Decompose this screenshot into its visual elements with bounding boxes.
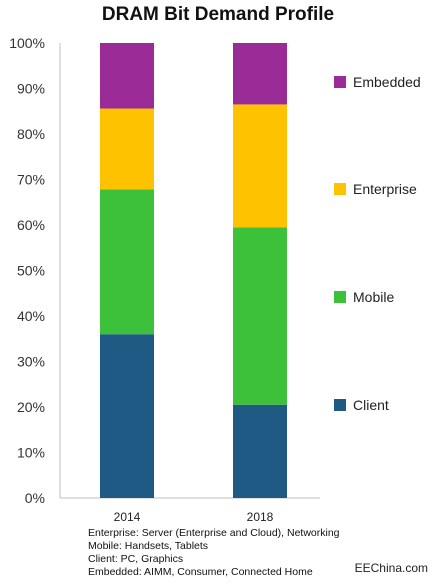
chart-title: DRAM Bit Demand Profile <box>101 4 335 25</box>
bar-segment-client-2014 <box>100 334 154 498</box>
legend-swatch-mobile <box>334 291 346 303</box>
y-tick-label: 10% <box>17 445 45 461</box>
bar-segment-embedded-2018 <box>233 43 287 105</box>
y-tick-label: 0% <box>25 490 45 506</box>
bar-segment-client-2018 <box>233 404 287 498</box>
legend-swatch-enterprise <box>334 183 346 195</box>
legend-label-client: Client <box>353 397 389 413</box>
footnote-embedded: Embedded: AIMM, Consumer, Connected Home <box>88 566 313 578</box>
y-tick-label: 90% <box>17 81 45 97</box>
watermark: EEChina.com <box>354 561 428 575</box>
legend-label-mobile: Mobile <box>353 289 394 305</box>
legend-swatch-client <box>334 399 346 411</box>
bar-segment-enterprise-2014 <box>100 108 154 190</box>
x-tick-label: 2018 <box>247 510 274 524</box>
footnotes: Enterprise: Server (Enterprise and Cloud… <box>88 527 340 579</box>
legend-swatch-embedded <box>334 76 346 88</box>
x-axis: 2014 2018 <box>114 510 274 524</box>
bars <box>100 43 287 498</box>
y-tick-label: 30% <box>17 354 45 370</box>
bar-segment-mobile-2014 <box>100 189 154 335</box>
y-tick-label: 60% <box>17 217 45 233</box>
y-tick-label: 100% <box>9 35 45 51</box>
x-tick-label: 2014 <box>114 510 141 524</box>
legend: Client Mobile Enterprise Embedded <box>334 74 421 413</box>
bar-segment-mobile-2018 <box>233 227 287 405</box>
y-tick-label: 50% <box>17 263 45 279</box>
footnote-enterprise: Enterprise: Server (Enterprise and Cloud… <box>88 527 340 539</box>
footnote-client: Client: PC, Graphics <box>88 553 184 565</box>
bar-segment-enterprise-2018 <box>233 104 287 228</box>
footnote-mobile: Mobile: Handsets, Tablets <box>88 540 209 552</box>
y-tick-label: 70% <box>17 172 45 188</box>
legend-label-enterprise: Enterprise <box>353 181 417 197</box>
y-axis: 0% 10% 20% 30% 40% 50% 60% 70% 80% 90% 100% <box>9 35 320 506</box>
bar-segment-embedded-2014 <box>100 43 154 109</box>
y-tick-label: 80% <box>17 126 45 142</box>
y-tick-label: 40% <box>17 308 45 324</box>
y-tick-label: 20% <box>17 399 45 415</box>
legend-label-embedded: Embedded <box>353 74 421 90</box>
